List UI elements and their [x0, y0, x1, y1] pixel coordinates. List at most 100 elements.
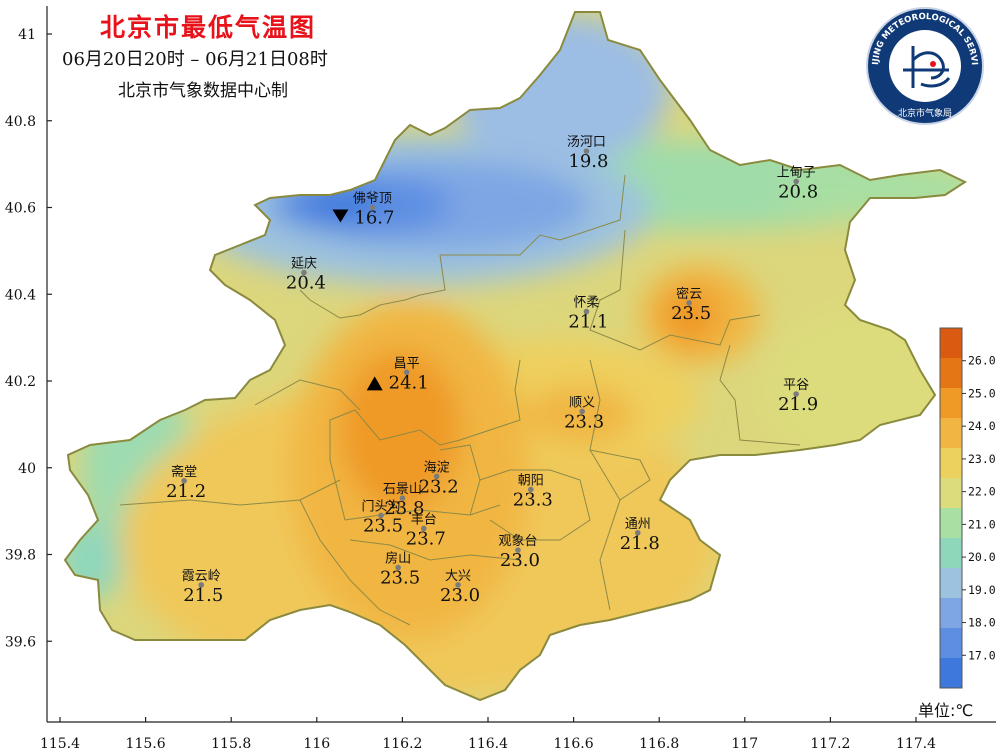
station-value: 23.0 [500, 550, 540, 571]
x-tick-label: 117.4 [896, 736, 936, 752]
x-tick-label: 116.4 [468, 736, 508, 752]
station-name: 上甸子 [777, 165, 816, 180]
station-name: 怀柔 [573, 296, 599, 311]
legend-label: 17.0 [968, 648, 996, 662]
legend-swatch [940, 628, 962, 659]
x-tick-label: 116.8 [639, 736, 679, 752]
x-tick-label: 115.6 [126, 736, 166, 752]
legend-swatch [940, 418, 962, 449]
legend-label: 23.0 [968, 452, 996, 466]
district-boundaries [119, 174, 801, 626]
legend-label: 22.0 [968, 485, 996, 499]
legend-label: 20.0 [968, 550, 996, 564]
station-name: 密云 [676, 286, 702, 302]
station-value: 23.3 [513, 489, 553, 510]
station-name: 顺义 [569, 395, 595, 410]
legend-color-bar: 17.0 18.0 19.0 20.0 21.0 22.0 23.0 24.0 25.0 26.0 [939, 327, 996, 689]
min-temperature-marker [332, 209, 349, 223]
station-name: 汤河口 [567, 135, 606, 150]
station-dot [421, 525, 427, 532]
station-dot [181, 477, 187, 484]
station-name: 观象台 [498, 534, 537, 549]
legend-swatch [940, 388, 962, 419]
station-dot [579, 408, 585, 415]
station-dot [793, 391, 799, 397]
station-value: 21.5 [183, 585, 223, 606]
station-value: 20.8 [778, 181, 818, 202]
station-dot [378, 512, 384, 519]
station-value: 23.5 [380, 568, 420, 589]
station-value: 23.8 [384, 498, 424, 519]
legend-label: 19.0 [968, 583, 996, 597]
legend-swatch [940, 568, 962, 599]
plot-frame [46, 6, 996, 723]
legend-swatch [940, 478, 962, 509]
station-name: 延庆 [291, 257, 317, 272]
station-dot [301, 269, 307, 276]
x-tick-label: 116.2 [382, 736, 422, 752]
legend-swatch [940, 448, 962, 479]
data-source: 北京市气象数据中心制 [118, 81, 288, 101]
station-dot [369, 204, 376, 211]
legend-swatch [940, 508, 962, 539]
station-value: 23.3 [564, 411, 604, 432]
y-tick-label: 39.6 [5, 634, 36, 650]
station-name: 霞云岭 [182, 569, 221, 584]
x-tick-label: 115.4 [40, 736, 80, 752]
x-tick-label: 117 [731, 736, 758, 752]
legend-swatch [940, 658, 962, 689]
logo-cn-text: 北京市气象局 [898, 107, 952, 119]
station-dot [198, 582, 205, 588]
x-tick-label: 117.2 [810, 736, 850, 752]
station-value: 21.8 [620, 533, 660, 554]
station-dot [403, 369, 410, 376]
station-layer: 汤河口19.8上甸子20.8佛爷顶16.7延庆20.4怀柔21.1密云23.5昌… [166, 135, 818, 606]
station-name: 平谷 [783, 378, 809, 393]
y-tick-label: 40.4 [5, 287, 36, 303]
station-dot [635, 530, 641, 536]
max-temperature-marker [366, 376, 383, 391]
station-name: 斋堂 [171, 464, 197, 480]
station-dot [583, 148, 590, 154]
station-name: 丰台 [411, 512, 437, 527]
station-name: 大兴 [445, 569, 471, 584]
y-axis-ticks: 39.6 39.8 40 40.2 40.4 40.6 40.8 41 [5, 27, 52, 650]
station-name: 门头沟 [361, 499, 400, 514]
logo: BEIJING METEOROLOGICAL SERVICE 北京市气象局 [866, 7, 984, 125]
legend-swatch [940, 328, 962, 359]
legend-swatch [940, 598, 962, 629]
legend-border [939, 327, 963, 689]
legend-label: 18.0 [968, 616, 996, 630]
station-dot [793, 178, 799, 185]
y-tick-label: 39.8 [5, 548, 36, 564]
station-value: 21.9 [778, 394, 818, 415]
station-value: 23.7 [406, 528, 446, 549]
station-dot [583, 308, 590, 315]
station-value: 23.2 [419, 476, 459, 497]
station-name: 通州 [625, 517, 651, 532]
legend-swatch [940, 358, 962, 389]
station-value: 21.1 [568, 312, 608, 333]
y-tick-label: 40 [18, 461, 36, 477]
y-tick-label: 40.8 [5, 114, 36, 130]
x-tick-label: 116.6 [554, 736, 594, 752]
station-value: 19.8 [568, 151, 608, 172]
legend-label: 26.0 [968, 354, 996, 368]
